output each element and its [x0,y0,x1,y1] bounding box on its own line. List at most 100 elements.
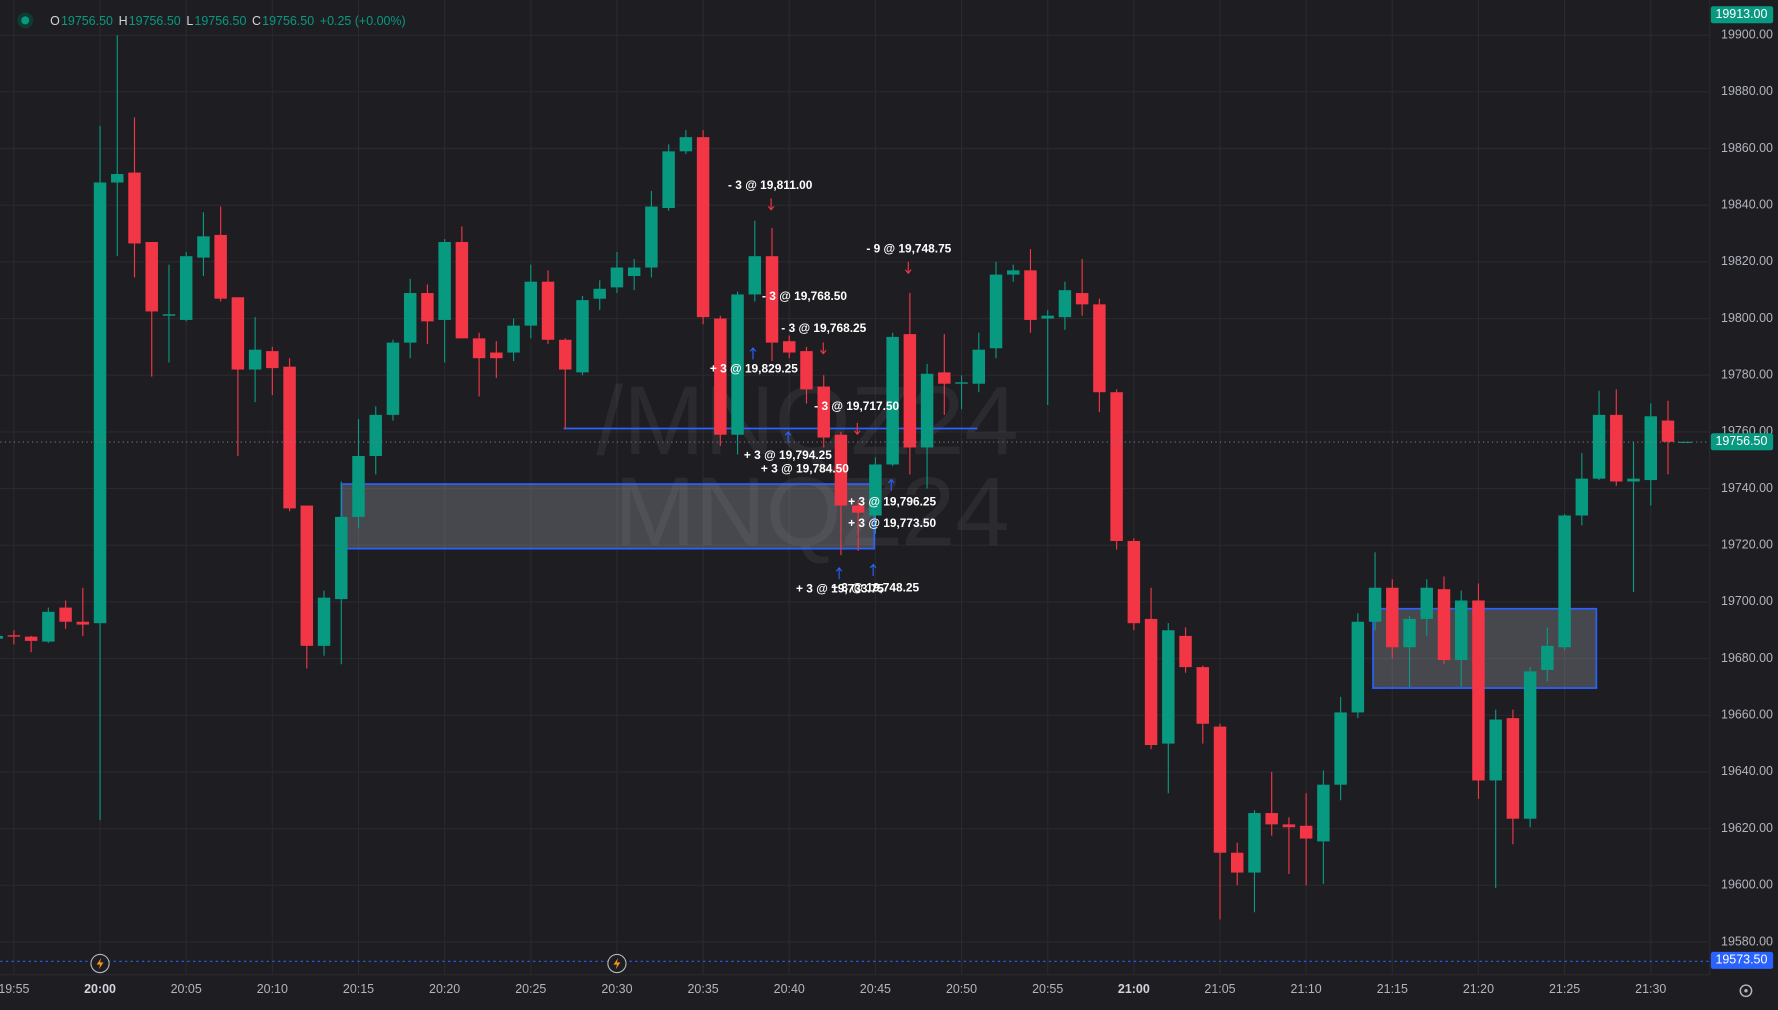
y-tick-label: 19860.00 [1721,141,1773,155]
candle-body [1541,645,1554,670]
candle-body [1661,420,1675,442]
settings-icon[interactable] [1739,984,1753,998]
y-axis: 19580.00 19600.00 19620.00 19640.00 19660.00… [1710,6,1774,969]
annotations: - 3 @ 19,811.00 - 9 @ 19,748.75 - 3 @ 19,7… [710,178,952,596]
candle-body [851,505,865,513]
candle-body [386,342,400,415]
candle-body [817,386,830,438]
candle-body [748,256,762,295]
candle-body [576,300,589,373]
trade-arrow [887,478,895,491]
candle-body [1644,416,1657,481]
x-tick-label: 21:20 [1463,982,1494,996]
candle-body [765,256,779,343]
x-tick-label: 20:35 [688,982,719,996]
event-icon[interactable] [607,953,627,974]
price-marker [1710,433,1774,451]
candle-body [645,206,658,268]
candle-body [1368,587,1382,622]
price-marker [1710,951,1774,969]
x-tick-label: 20:25 [515,982,546,996]
candle-body [696,137,710,318]
zone-box[interactable] [340,483,876,550]
candle-body [714,318,727,435]
candle-body [1523,671,1537,819]
x-tick-label: 19:55 [0,982,30,996]
candle-body [266,351,279,369]
candle-body [1041,315,1054,319]
candle-body [93,182,107,624]
trade-arrow [835,567,843,580]
ohlc-value: 19756.50 [262,14,314,28]
x-tick-label: 21:15 [1377,982,1408,996]
candle-body [938,372,951,384]
y-tick-label: 19660.00 [1721,708,1773,722]
ohlc-value: 19756.50 [61,14,113,28]
candle-body [1334,712,1347,785]
candle-body [1230,852,1244,873]
ohlc-key: C [252,14,261,28]
x-tick-label: 20:30 [601,982,632,996]
trade-label: + 3 @ 19,773.50 [848,516,936,530]
x-tick-label: 21:00 [1118,982,1150,996]
trade-arrow [819,342,827,355]
candle-body [145,242,158,312]
ohlc-value: 19756.50 [129,14,181,28]
candle-body [1127,540,1141,624]
candle-body [903,334,917,448]
candle-body [24,636,38,641]
x-tick-label: 21:10 [1291,982,1322,996]
candle-body [1024,270,1037,320]
candle-body [111,174,124,183]
candle-body [1592,414,1606,479]
candle-body [7,635,21,637]
candle-body [920,373,934,448]
candle-body [1282,824,1296,828]
candle-body [1162,630,1175,744]
candle-body [783,341,796,353]
candle-body [490,352,503,359]
candle-body [248,349,262,370]
trade-arrow [853,422,861,436]
candle-body [1093,304,1106,393]
trade-label: - 3 @ 19,768.50 [762,289,847,303]
candle-body [197,236,210,258]
price-marker-label: 19913.00 [1715,7,1767,21]
candle-body [800,351,813,390]
candle-body [231,297,245,370]
candle-body [679,137,693,152]
candle-body [472,338,486,359]
candle-body [1575,478,1589,516]
trade-label: + 3 @ 19,794.25 [744,448,832,462]
candle-body [438,242,451,320]
y-tick-label: 19840.00 [1721,197,1773,211]
y-tick-label: 19580.00 [1721,934,1773,948]
candle-body [989,274,1003,349]
candle-body [214,234,227,299]
price-axis[interactable] [1709,0,1778,1010]
candle-body [593,288,606,299]
candle-body [1506,718,1520,819]
event-icon[interactable] [90,953,110,974]
y-tick-label: 19900.00 [1721,27,1773,41]
candle-body [1196,667,1210,724]
x-axis: 19:55 20:00 20:05 20:10 20:15 20:20 20:25 20:30… [0,982,1666,996]
candle-body [507,325,520,353]
candle-body [1454,600,1468,661]
x-tick-label: 20:50 [946,982,977,996]
candle-body [834,434,848,506]
candle-body [403,293,417,343]
trade-label: + 3 @ 19,748.25 [831,580,919,594]
candle-body [1179,635,1192,668]
candle-body [352,455,365,517]
candle-body [1610,414,1623,482]
watermark: MNQZ24 [614,457,1009,566]
candle-body [1317,784,1330,842]
candle-body [335,516,348,600]
candle-body [42,611,55,642]
candle-body [541,281,555,340]
x-tick-label: 21:05 [1204,982,1235,996]
candle-body [317,597,331,646]
